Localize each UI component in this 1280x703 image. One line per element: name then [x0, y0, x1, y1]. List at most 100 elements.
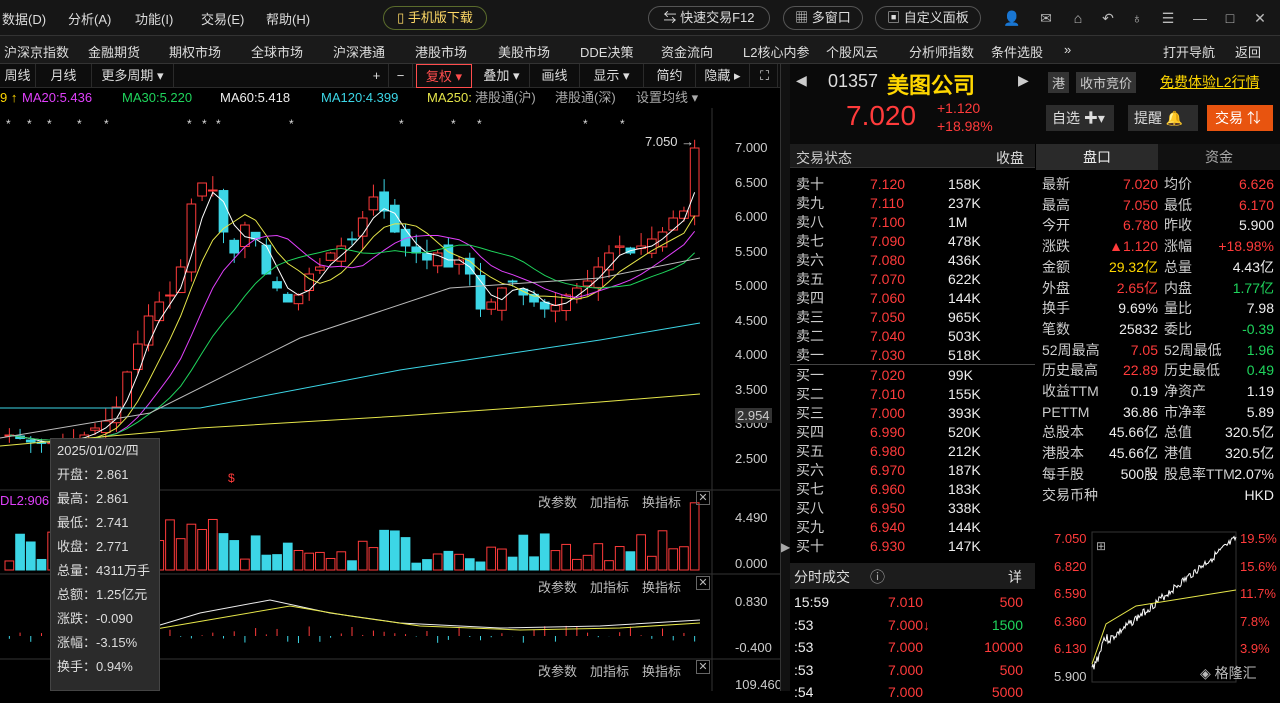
draw-button[interactable]: 画线 — [530, 64, 580, 88]
nav-item-dde[interactable]: DDE决策 — [580, 45, 634, 60]
menu-trade[interactable]: 交易(E) — [201, 12, 245, 27]
bid-row[interactable]: 买九 6.940 144K — [790, 518, 1035, 537]
hk-sh-label[interactable]: 港股通(沪) — [475, 90, 536, 105]
ask-row[interactable]: 卖十 7.120 158K — [790, 175, 1035, 194]
panel-divider[interactable] — [780, 64, 790, 691]
bid-row[interactable]: 买四 6.990 520K — [790, 423, 1035, 442]
kdj-add-indicator[interactable]: 加指标 — [590, 664, 630, 679]
monthly-button[interactable]: 月线 — [36, 64, 92, 88]
nav-item-screener[interactable]: 条件选股 — [991, 45, 1044, 60]
ask-row[interactable]: 卖九 7.110 237K — [790, 194, 1035, 213]
overlay-button[interactable]: 叠加 ▾ — [474, 64, 530, 88]
ask-row[interactable]: 卖六 7.080 436K — [790, 251, 1035, 270]
mobile-download-button[interactable]: ▯ 手机版下载 — [383, 6, 487, 30]
next-stock-icon[interactable]: ▶ — [1018, 72, 1029, 88]
nav-item-analyst[interactable]: 分析师指数 — [909, 45, 975, 60]
info-icon[interactable]: ⓘ — [870, 569, 886, 586]
l2-link[interactable]: 免费体验L2行情 — [1160, 74, 1260, 90]
ask-row[interactable]: 卖三 7.050 965K — [790, 308, 1035, 327]
level-label: 卖十 — [796, 176, 824, 192]
menu-analysis[interactable]: 分析(A) — [68, 12, 112, 27]
weekly-button[interactable]: 周线 — [0, 64, 36, 88]
kdj-close-icon[interactable]: ✕ — [696, 660, 710, 674]
bid-row[interactable]: 买五 6.980 212K — [790, 442, 1035, 461]
ask-row[interactable]: 卖五 7.070 622K — [790, 270, 1035, 289]
mail-icon[interactable]: ✉ — [1040, 10, 1052, 26]
vol-close-icon[interactable]: ✕ — [696, 491, 710, 505]
nav-item-global[interactable]: 全球市场 — [251, 45, 304, 60]
vol-change-param[interactable]: 改参数 — [538, 495, 578, 510]
nav-item-connect[interactable]: 沪深港通 — [333, 45, 386, 60]
collapse-icon[interactable]: ▶ — [781, 540, 791, 554]
minimize-icon[interactable]: — — [1193, 10, 1207, 26]
zoom-out-button[interactable]: − — [389, 64, 413, 88]
close-icon[interactable]: ✕ — [1254, 10, 1266, 26]
macd-switch-indicator[interactable]: 换指标 — [642, 580, 682, 595]
open-nav-button[interactable]: 打开导航 — [1163, 45, 1216, 60]
bid-row[interactable]: 买三 7.000 393K — [790, 404, 1035, 423]
trade-button[interactable]: 交易 ⇅ — [1207, 105, 1273, 131]
kdj-change-param[interactable]: 改参数 — [538, 664, 578, 679]
nav-item-story[interactable]: 个股风云 — [826, 45, 879, 60]
ask-row[interactable]: 卖七 7.090 478K — [790, 232, 1035, 251]
nav-item-index[interactable]: 沪深京指数 — [4, 45, 70, 60]
ask-row[interactable]: 卖二 7.040 503K — [790, 327, 1035, 346]
ask-row[interactable]: 卖八 7.100 1M — [790, 213, 1035, 232]
candle-body — [411, 246, 422, 254]
zoom-in-button[interactable]: + — [365, 64, 389, 88]
macd-add-indicator[interactable]: 加指标 — [590, 580, 630, 595]
detail-button[interactable]: 详 — [1008, 569, 1022, 585]
show-button[interactable]: 显示 ▾ — [580, 64, 644, 88]
adjust-button[interactable]: 复权 ▾ — [416, 64, 472, 88]
bid-row[interactable]: 买八 6.950 338K — [790, 499, 1035, 518]
hk-sz-label[interactable]: 港股通(深) — [555, 90, 616, 105]
intraday-mini-chart[interactable]: ⊞ 7.050 6.820 6.590 6.360 6.130 5.900 19.5% 15.… — [1036, 514, 1280, 691]
bid-row[interactable]: 买二 7.010 155K — [790, 385, 1035, 404]
menu-help[interactable]: 帮助(H) — [266, 12, 311, 27]
ask-row[interactable]: 卖一 7.030 518K — [790, 346, 1035, 365]
ask-row[interactable]: 卖四 7.060 144K — [790, 289, 1035, 308]
bid-row[interactable]: 买一 7.020 99K — [790, 366, 1035, 385]
vol-add-indicator[interactable]: 加指标 — [590, 495, 630, 510]
nav-more-icon[interactable]: » — [1064, 42, 1072, 57]
nav-item-futures[interactable]: 金融期货 — [88, 45, 141, 60]
tab-panel[interactable]: 盘口 — [1036, 144, 1158, 170]
kline-chart[interactable]: * * * * * * * * * * * * * * $ 7.000 6.500 6.000 5.500 … — [0, 108, 782, 692]
vol-switch-indicator[interactable]: 换指标 — [642, 495, 682, 510]
macd-close-icon[interactable]: ✕ — [696, 576, 710, 590]
more-period-button[interactable]: 更多周期 ▾ — [92, 64, 174, 88]
watchlist-button[interactable]: 自选 ✚▾ — [1046, 105, 1114, 131]
menu-function[interactable]: 功能(I) — [135, 12, 174, 27]
shirt-icon[interactable]: ♁ — [1131, 10, 1143, 26]
prev-stock-icon[interactable]: ◀ — [796, 72, 807, 88]
nav-item-us[interactable]: 美股市场 — [498, 45, 551, 60]
bid-row[interactable]: 买十 6.930 147K — [790, 537, 1035, 556]
nav-item-hk[interactable]: 港股市场 — [415, 45, 468, 60]
home-icon[interactable]: ⌂ — [1073, 10, 1083, 26]
nav-item-l2[interactable]: L2核心内参 — [743, 45, 810, 60]
maximize-icon[interactable]: □ — [1225, 10, 1235, 26]
bid-row[interactable]: 买六 6.970 187K — [790, 461, 1035, 480]
level-volume: 503K — [948, 328, 981, 344]
alert-button[interactable]: 提醒 🔔 — [1128, 105, 1198, 131]
user-icon[interactable]: 👤 — [1003, 10, 1021, 26]
volume-bar — [218, 533, 229, 571]
quick-trade-button[interactable]: ⇆ 快速交易F12 — [648, 6, 770, 30]
kdj-switch-indicator[interactable]: 换指标 — [642, 664, 682, 679]
settings-icon[interactable]: ☰ — [1161, 10, 1175, 26]
bid-row[interactable]: 买七 6.960 183K — [790, 480, 1035, 499]
multi-window-button[interactable]: ▦ 多窗口 — [783, 6, 863, 30]
tab-funds[interactable]: 资金 — [1205, 149, 1233, 165]
menu-data[interactable]: 数据(D) — [2, 12, 47, 27]
simple-button[interactable]: 简约 — [644, 64, 696, 88]
hide-button[interactable]: 隐藏 ▸ — [696, 64, 750, 88]
nav-item-flow[interactable]: 资金流向 — [661, 45, 714, 60]
y-tick: 5.000 — [735, 278, 768, 293]
back-button[interactable]: 返回 — [1235, 45, 1262, 60]
macd-change-param[interactable]: 改参数 — [538, 580, 578, 595]
set-ma-button[interactable]: 设置均线 ▾ — [636, 90, 699, 105]
custom-panel-button[interactable]: ▣ 自定义面板 — [875, 6, 981, 30]
undo-icon[interactable]: ↶ — [1102, 10, 1114, 26]
nav-item-options[interactable]: 期权市场 — [169, 45, 222, 60]
fullscreen-icon[interactable]: ⛶ — [752, 64, 778, 88]
